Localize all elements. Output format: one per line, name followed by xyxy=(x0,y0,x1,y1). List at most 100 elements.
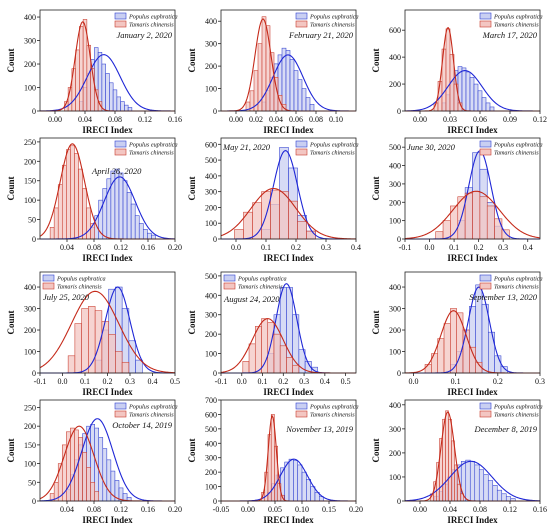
y-tick-label: 300 xyxy=(24,305,36,314)
x-tick-label: 0.04 xyxy=(60,505,74,514)
y-tick-label: 400 xyxy=(205,439,217,448)
plot-frame xyxy=(39,399,176,502)
populus-bar xyxy=(309,103,315,112)
x-tick-label: 0.4 xyxy=(320,377,330,386)
legend-label: Populus euphratica xyxy=(309,142,359,149)
tamaris-bar xyxy=(270,189,280,240)
y-tick-label: 500 xyxy=(205,272,217,281)
x-tick-label: 0.15 xyxy=(322,505,336,514)
y-tick-label: 400 xyxy=(389,283,401,292)
tamaris-bar xyxy=(57,184,63,240)
y-tick-label: 400 xyxy=(389,162,401,171)
legend-label: Tamaris chinensis xyxy=(494,284,539,291)
tamaris-bar xyxy=(248,343,256,374)
legend-label: Tamaris chinensis xyxy=(310,150,355,157)
y-tick-label: 400 xyxy=(389,53,401,62)
legend-swatch-populus xyxy=(114,140,127,148)
x-tick-label: 0.16 xyxy=(141,505,155,514)
x-tick-label: 0.00 xyxy=(229,115,243,124)
tamaris-bar xyxy=(445,28,451,112)
populus-bar xyxy=(126,192,132,240)
populus-bar xyxy=(151,234,156,240)
legend-swatch-populus xyxy=(295,402,308,410)
legend-label: Tamaris chinensis xyxy=(494,150,539,157)
tamaris-bar xyxy=(53,207,59,240)
x-tick-label: 0.1 xyxy=(261,243,271,252)
x-axis-label: IRECI Index xyxy=(263,253,314,263)
y-tick-label: 400 xyxy=(24,283,36,292)
tamaris-bar xyxy=(61,164,67,240)
tamaris-bar xyxy=(288,200,298,240)
y-tick-label: 500 xyxy=(389,143,401,152)
y-tick-label: 200 xyxy=(389,198,401,207)
plot-frame xyxy=(220,9,357,112)
legend-label: Populus euphratica xyxy=(493,14,543,21)
x-tick-label: -0.1 xyxy=(34,377,47,386)
date-annotation: August 24, 2020 xyxy=(223,294,280,304)
legend-label: Populus euphratica xyxy=(128,142,178,149)
y-tick-label: 100 xyxy=(205,350,217,359)
histogram-panel: 0.00 0.02 0.04 0.06 0.08 0.10 0 100 200 300 400 IRE… xyxy=(187,9,359,135)
legend-swatch-populus xyxy=(114,12,127,20)
y-axis-label: Count xyxy=(187,310,197,334)
legend-swatch-tamaris xyxy=(223,282,236,290)
populus-bar xyxy=(474,464,480,502)
y-tick-label: 0 xyxy=(397,369,401,378)
legend-swatch-tamaris xyxy=(479,282,492,290)
date-annotation: September 13, 2020 xyxy=(469,292,538,302)
populus-bar xyxy=(473,83,479,112)
y-axis-label: Count xyxy=(6,310,16,334)
populus-bar xyxy=(477,90,483,112)
y-tick-label: 100 xyxy=(205,219,217,228)
y-tick-label: 100 xyxy=(389,217,401,226)
legend-swatch-populus xyxy=(42,274,55,282)
populus-bar xyxy=(109,82,114,112)
legend-label: Populus euphratica xyxy=(493,276,543,283)
populus-bar xyxy=(142,229,148,240)
populus-bar xyxy=(297,79,303,112)
populus-bar xyxy=(469,77,475,112)
y-tick-label: 100 xyxy=(389,473,401,482)
y-axis-label: Count xyxy=(6,48,16,72)
y-tick-label: 500 xyxy=(205,156,217,165)
tamaris-bar xyxy=(82,188,87,240)
x-tick-label: 0.16 xyxy=(141,243,155,252)
legend-label: Tamaris chinensis xyxy=(57,284,102,291)
populus-bar xyxy=(301,471,307,502)
populus-bar xyxy=(496,489,503,502)
tamaris-bar xyxy=(279,345,287,374)
populus-bar xyxy=(306,479,311,502)
populus-bar xyxy=(492,485,498,502)
y-tick-label: 300 xyxy=(205,454,217,463)
legend-label: Populus euphratica xyxy=(493,404,543,411)
x-tick-label: 0.00 xyxy=(413,505,427,514)
x-tick-label: 0.3 xyxy=(535,377,545,386)
populus-bar xyxy=(285,50,291,112)
x-tick-label: 0.2 xyxy=(103,377,113,386)
tamaris-fit-curve xyxy=(39,290,176,374)
plot-frame xyxy=(220,399,357,502)
tamaris-bar xyxy=(78,168,83,240)
y-tick-label: 0 xyxy=(213,235,217,244)
legend-swatch-populus xyxy=(295,140,308,148)
legend-swatch-tamaris xyxy=(295,410,308,418)
x-tick-label: 0.0 xyxy=(58,377,68,386)
x-tick-label: 0.04 xyxy=(269,115,283,124)
tamaris-bar xyxy=(437,338,445,374)
x-tick-label: 0.02 xyxy=(249,115,263,124)
populus-bar xyxy=(101,63,106,112)
y-tick-label: 200 xyxy=(24,60,36,69)
tamaris-bar xyxy=(451,440,455,502)
x-tick-label: 0.5 xyxy=(341,377,351,386)
y-tick-label: 200 xyxy=(24,326,36,335)
plot-frame xyxy=(39,137,176,240)
y-tick-label: 400 xyxy=(205,291,217,300)
x-tick-label: 0.12 xyxy=(114,505,128,514)
tamaris-bar xyxy=(74,323,82,374)
x-axis-label: IRECI Index xyxy=(263,387,314,397)
x-tick-label: 0.09 xyxy=(503,115,517,124)
x-axis-label: IRECI Index xyxy=(82,125,133,135)
populus-bar xyxy=(481,303,489,374)
y-tick-label: 50 xyxy=(28,478,36,487)
